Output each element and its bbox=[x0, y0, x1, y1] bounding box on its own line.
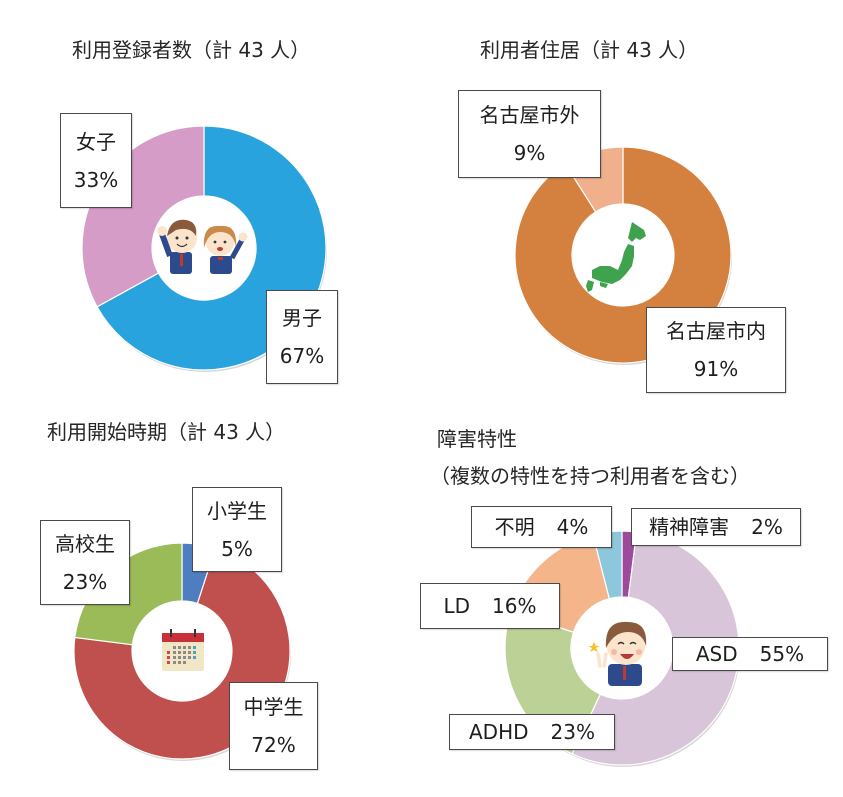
data-label-inside-nagoya: 名古屋市内 91% bbox=[646, 307, 786, 393]
label-value: 91% bbox=[693, 357, 739, 381]
label-name: 女子 bbox=[76, 129, 116, 154]
label-value: 67% bbox=[279, 344, 325, 368]
chart-title-registrations: 利用登録者数（計 43 人） bbox=[72, 38, 311, 62]
label-name: LD bbox=[443, 594, 471, 618]
label-name: 不明 bbox=[494, 515, 535, 539]
data-label-elementary: 小学生 5% bbox=[192, 487, 282, 572]
label-name: 名古屋市外 bbox=[479, 103, 580, 127]
label-value: 4% bbox=[556, 515, 589, 539]
label-value: 55% bbox=[759, 642, 805, 666]
data-label-asd: ASD 55% bbox=[672, 637, 828, 671]
label-name: 小学生 bbox=[207, 498, 267, 523]
label-value: 2% bbox=[751, 515, 783, 539]
data-label-female: 女子 33% bbox=[60, 113, 132, 208]
label-value: 23% bbox=[62, 569, 108, 594]
label-value: 23% bbox=[550, 720, 595, 744]
label-value: 16% bbox=[492, 594, 537, 618]
label-value: 72% bbox=[251, 733, 296, 757]
label-name: ADHD bbox=[469, 720, 529, 744]
data-label-adhd: ADHD 23% bbox=[449, 714, 615, 750]
data-label-mental-disorder: 精神障害 2% bbox=[631, 508, 801, 546]
label-name: 男子 bbox=[282, 306, 322, 330]
data-label-outside-nagoya: 名古屋市外 9% bbox=[458, 90, 601, 178]
label-value: 5% bbox=[221, 536, 253, 561]
label-name: 中学生 bbox=[243, 695, 304, 719]
label-name: 名古屋市内 bbox=[666, 319, 766, 343]
label-value: 33% bbox=[73, 167, 119, 192]
chart-subtitle-disability: （複数の特性を持つ利用者を含む） bbox=[430, 464, 750, 488]
japan-map-icon bbox=[586, 222, 646, 292]
data-label-ld: LD 16% bbox=[420, 583, 560, 629]
chart-title-residence: 利用者住居（計 43 人） bbox=[480, 38, 699, 62]
boy-peace-sign-icon bbox=[588, 621, 647, 686]
students-illustration-icon bbox=[157, 219, 248, 274]
label-value: 9% bbox=[513, 141, 546, 165]
data-label-junior-high: 中学生 72% bbox=[229, 682, 318, 770]
chart-title-disability: 障害特性 bbox=[437, 427, 517, 451]
data-label-male: 男子 67% bbox=[266, 290, 338, 384]
data-label-unknown: 不明 4% bbox=[471, 506, 612, 548]
data-label-high-school: 高校生 23% bbox=[40, 520, 130, 605]
chart-title-start-period: 利用開始時期（計 43 人） bbox=[47, 420, 286, 444]
label-name: 精神障害 bbox=[649, 515, 730, 539]
calendar-icon bbox=[162, 629, 204, 671]
label-name: ASD bbox=[695, 642, 738, 666]
label-name: 高校生 bbox=[55, 531, 115, 556]
